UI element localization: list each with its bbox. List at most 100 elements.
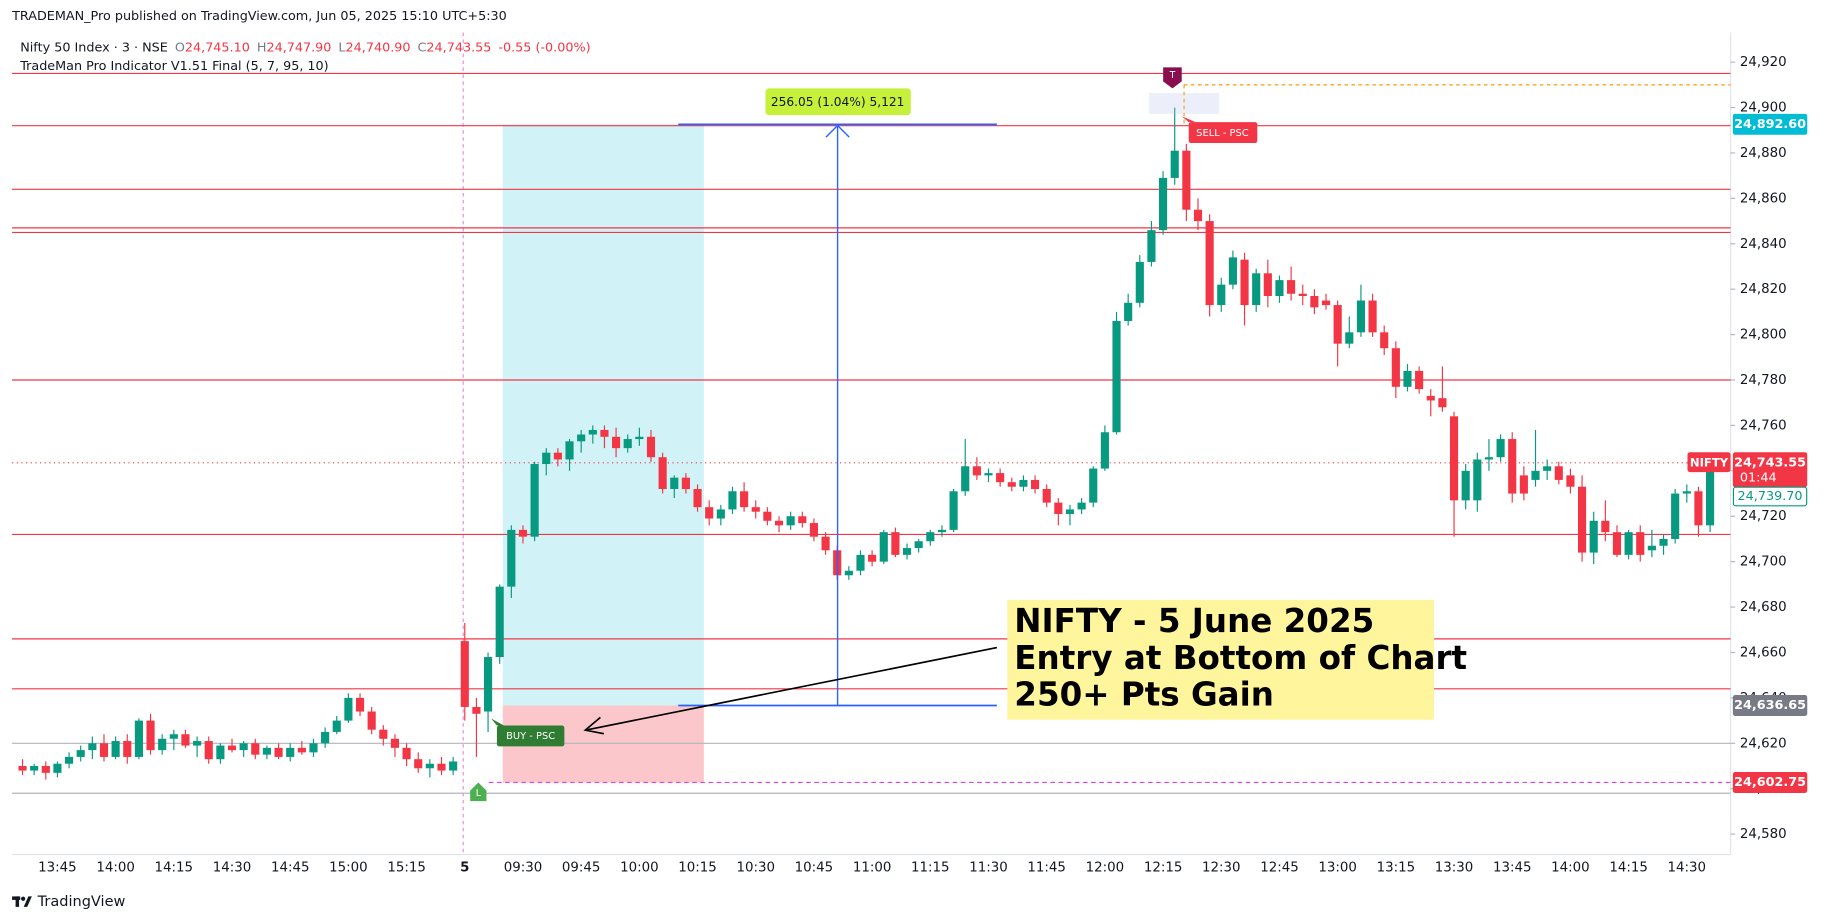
candle-body bbox=[1065, 509, 1075, 514]
ohlc-value: 24,743.55 bbox=[426, 40, 491, 55]
y-tick-label: 24,840 bbox=[1740, 237, 1787, 252]
candle-body bbox=[414, 759, 423, 769]
x-tick-label: 11:15 bbox=[911, 860, 950, 875]
candle-body bbox=[274, 747, 283, 757]
x-tick-label: 10:30 bbox=[736, 860, 775, 875]
candle-body bbox=[1391, 348, 1400, 387]
candle-body bbox=[809, 523, 818, 537]
legend: Nifty 50 Index · 3 · NSE O24,745.10 H24,74… bbox=[20, 40, 590, 55]
y-tick-label: 24,580 bbox=[1740, 827, 1787, 842]
candle-body bbox=[239, 743, 248, 751]
x-tick-label: 14:30 bbox=[1668, 860, 1707, 875]
candle-body bbox=[1484, 457, 1494, 460]
candle-body bbox=[1007, 482, 1016, 487]
last-price: 24,743.55 bbox=[1734, 455, 1806, 470]
annotation-box bbox=[1007, 599, 1435, 720]
indicator-tag: 24,739.70 bbox=[1738, 489, 1803, 504]
candle-body bbox=[1042, 488, 1051, 503]
candle-body bbox=[507, 529, 516, 587]
stop-price-tag-box bbox=[1732, 772, 1808, 793]
candle-body bbox=[670, 477, 679, 489]
candle-body bbox=[65, 756, 74, 764]
entry-price-tag: 24,636.65 bbox=[1734, 698, 1806, 713]
candle-body bbox=[286, 747, 295, 757]
candle-body bbox=[297, 747, 306, 753]
symbol: Nifty 50 Index · 3 · NSE bbox=[20, 40, 168, 55]
candle-body bbox=[181, 734, 190, 746]
candle-body bbox=[658, 457, 667, 489]
x-tick-label: 14:00 bbox=[1551, 860, 1590, 875]
candle-body bbox=[449, 761, 458, 771]
stop-price-tag: 24,602.75 bbox=[1734, 775, 1806, 790]
indicator-name: TradeMan Pro Indicator V1.51 Final (5, 7… bbox=[19, 59, 328, 74]
candle-body bbox=[1321, 300, 1331, 306]
top-marker-shade bbox=[1149, 93, 1219, 114]
x-tick-label: 14:15 bbox=[155, 860, 194, 875]
ohlc-value: 24,747.90 bbox=[266, 40, 331, 55]
candle-body bbox=[1368, 300, 1377, 333]
candle-body bbox=[1054, 502, 1063, 514]
candle-body bbox=[798, 516, 807, 524]
candle-body bbox=[251, 743, 260, 755]
candle-body bbox=[1263, 273, 1272, 296]
candle-body bbox=[588, 429, 597, 435]
target-price-tag-box bbox=[1732, 113, 1808, 135]
candle-body bbox=[693, 488, 702, 508]
candle-body bbox=[76, 750, 85, 757]
candle-body bbox=[553, 452, 562, 460]
candle-body bbox=[612, 436, 621, 449]
x-tick-label: 14:00 bbox=[96, 860, 135, 875]
candle-body bbox=[902, 548, 912, 555]
candle-body bbox=[1310, 295, 1319, 308]
candle-body bbox=[1089, 468, 1098, 503]
candle-body bbox=[158, 738, 167, 751]
target-price-tag: 24,892.60 bbox=[1734, 117, 1806, 132]
candle-body bbox=[1682, 491, 1691, 494]
candle-body bbox=[1659, 538, 1668, 546]
candle-body bbox=[763, 511, 772, 521]
x-tick-label: 10:45 bbox=[795, 860, 834, 875]
x-tick-label: 12:00 bbox=[1086, 860, 1125, 875]
candle-body bbox=[1135, 261, 1144, 303]
candle-body bbox=[740, 491, 749, 508]
candle-body bbox=[1193, 209, 1203, 222]
ohlc-key: H bbox=[257, 40, 267, 55]
candle-body bbox=[1159, 177, 1168, 231]
candle-body bbox=[681, 477, 690, 489]
candle-body bbox=[891, 532, 900, 555]
low-marker-shape bbox=[470, 782, 487, 802]
candle-body bbox=[367, 711, 376, 730]
candle-body bbox=[868, 554, 877, 562]
candle-body bbox=[949, 491, 958, 530]
candle-body bbox=[879, 532, 888, 562]
indicator-tag-box bbox=[1732, 486, 1808, 507]
x-tick-label: 12:45 bbox=[1260, 860, 1298, 875]
x-tick-label: 09:45 bbox=[562, 860, 601, 875]
candle-body bbox=[821, 536, 830, 551]
candle-body bbox=[1612, 532, 1622, 555]
x-tick-label: 11:30 bbox=[969, 860, 1008, 875]
candle-body bbox=[123, 741, 132, 757]
candle-body bbox=[332, 720, 341, 732]
candle-body bbox=[530, 464, 539, 537]
candle-body bbox=[460, 641, 469, 707]
candle-body bbox=[635, 436, 644, 440]
candle-body bbox=[53, 763, 62, 773]
candle-body bbox=[216, 745, 225, 760]
candle-body bbox=[1170, 150, 1179, 178]
candle-body bbox=[1624, 532, 1633, 555]
candle-body bbox=[1694, 491, 1703, 526]
candle-body bbox=[1508, 439, 1517, 494]
ohlc-key: C bbox=[418, 40, 427, 55]
ohlc-key: O bbox=[175, 40, 185, 55]
candle-body bbox=[1601, 520, 1610, 533]
candle-body bbox=[1671, 493, 1680, 539]
candle-body bbox=[483, 657, 493, 712]
candle-body bbox=[1473, 459, 1482, 501]
candle-body bbox=[379, 729, 388, 739]
candle-body bbox=[844, 570, 853, 576]
candle-body bbox=[1438, 398, 1447, 408]
annotation-arrowhead bbox=[583, 716, 605, 735]
candle-body bbox=[728, 491, 737, 510]
plot: 24,58024,60024,62024,64024,66024,68024,7… bbox=[12, 55, 1808, 875]
